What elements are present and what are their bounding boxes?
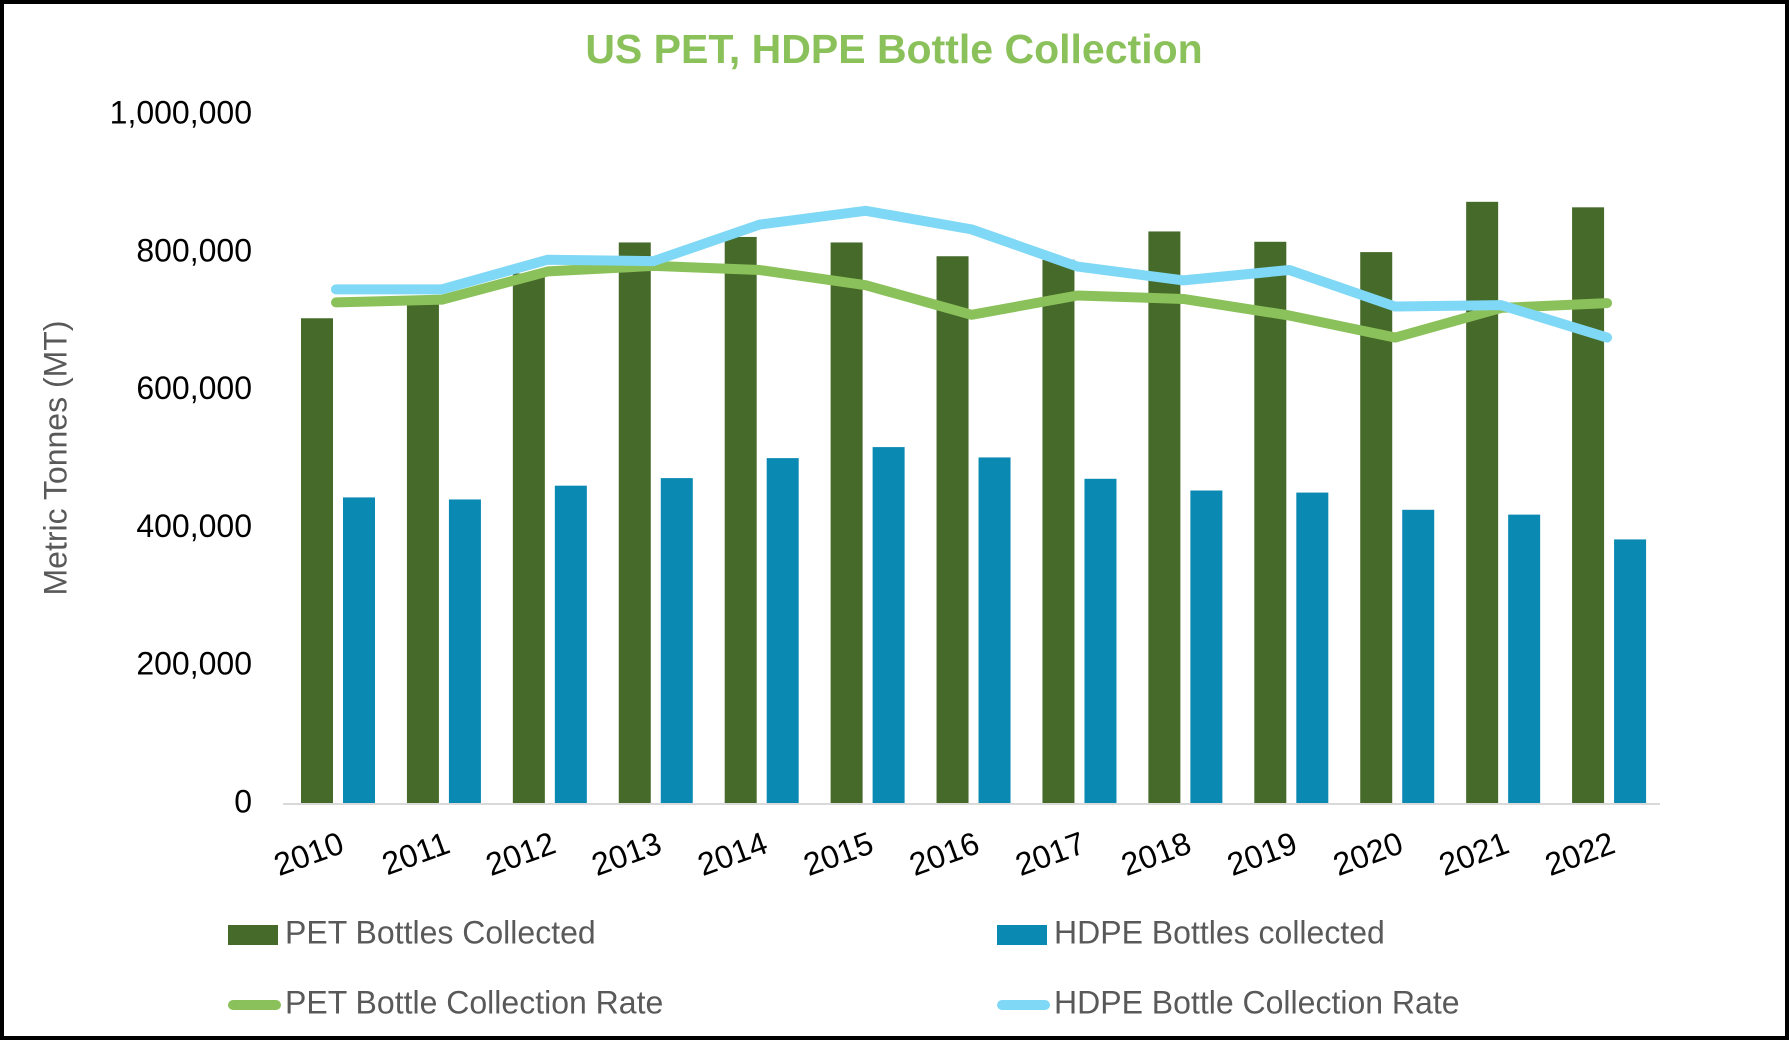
bar [618, 242, 651, 805]
bar [1190, 490, 1223, 804]
legend-label: PET Bottles Collected [285, 914, 596, 950]
bar [872, 447, 905, 804]
bar [343, 497, 375, 804]
bar [1508, 514, 1541, 804]
legend-label: HDPE Bottles collected [1054, 914, 1385, 950]
legend-swatch [997, 925, 1047, 945]
chart-title: US PET, HDPE Bottle Collection [585, 26, 1202, 72]
bar [1466, 201, 1499, 805]
y-tick-label: 200,000 [136, 646, 252, 682]
bar [1572, 207, 1605, 805]
y-tick-label: 800,000 [136, 232, 252, 268]
legend-label: PET Bottle Collection Rate [285, 984, 663, 1020]
y-tick-label: 600,000 [136, 370, 252, 406]
bar [1148, 231, 1181, 805]
bar [660, 478, 693, 804]
bar [1254, 241, 1287, 804]
bar [301, 318, 333, 804]
bar [1042, 259, 1075, 804]
bar [978, 457, 1011, 804]
line [331, 205, 1613, 343]
y-tick-label: 0 [234, 783, 252, 819]
bar [1360, 252, 1393, 805]
bar [766, 458, 799, 804]
bar [724, 236, 757, 804]
bar [554, 485, 587, 804]
bar [406, 297, 439, 804]
bar [936, 256, 969, 804]
legend-swatch [228, 925, 278, 945]
bar [1614, 539, 1647, 804]
bar [1084, 478, 1117, 804]
bar [830, 242, 863, 805]
line [331, 260, 1613, 343]
bar [448, 499, 481, 804]
bar [1296, 492, 1329, 804]
bar [1402, 509, 1435, 804]
bar [512, 273, 545, 805]
legend-label: HDPE Bottle Collection Rate [1054, 984, 1460, 1020]
y-tick-label: 1,000,000 [110, 94, 252, 130]
y-axis-label: Metric Tonnes (MT) [37, 320, 73, 595]
y-tick-label: 400,000 [136, 508, 252, 544]
